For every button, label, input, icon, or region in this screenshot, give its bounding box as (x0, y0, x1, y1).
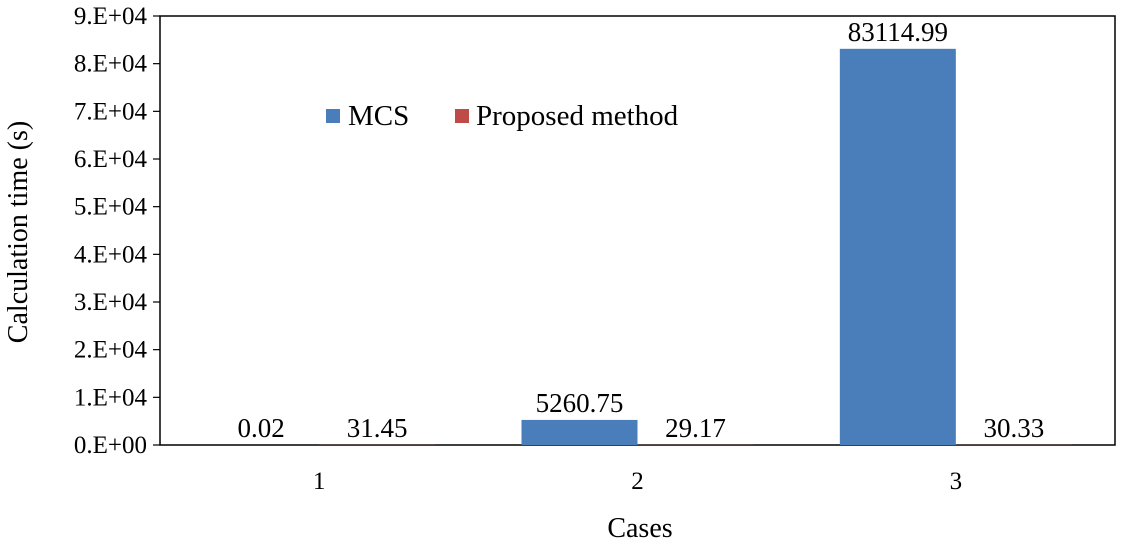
x-tick-label: 2 (631, 468, 644, 495)
y-tick-label: 9.E+04 (74, 3, 148, 30)
x-tick-label: 1 (313, 468, 326, 495)
y-axis: 0.E+00 1.E+04 2.E+04 3.E+04 4.E+04 5.E+04 6.E+… (74, 3, 160, 459)
y-tick-label: 0.E+00 (74, 432, 147, 459)
legend-label-mcs: MCS (348, 100, 409, 132)
y-tick-label: 8.E+04 (74, 51, 148, 78)
data-label-proposed-method-case-1: 31.45 (347, 413, 408, 443)
y-tick-label: 1.E+04 (74, 384, 148, 411)
bar-mcs-case-2 (521, 419, 638, 445)
data-label-proposed-method-case-3: 30.33 (983, 413, 1044, 443)
y-tick-label: 6.E+04 (74, 146, 148, 173)
x-axis-title: Cases (607, 513, 672, 544)
legend-label-proposed-method: Proposed method (476, 100, 679, 132)
x-tick-label: 3 (950, 468, 963, 495)
bar-mcs-case-3 (839, 48, 956, 446)
y-tick-label: 5.E+04 (74, 194, 148, 221)
data-label-mcs-case-1: 0.02 (238, 413, 285, 443)
y-tick-label: 7.E+04 (74, 98, 148, 125)
legend-swatch-proposed-method (455, 109, 469, 123)
x-axis: 1 2 3 (313, 468, 962, 495)
y-tick-label: 2.E+04 (74, 337, 148, 364)
y-axis-title: Calculation time (s) (3, 121, 34, 343)
legend: MCS Proposed method (326, 100, 679, 132)
y-tick-label: 3.E+04 (74, 289, 148, 316)
data-label-mcs-case-2: 5260.75 (536, 388, 624, 418)
data-label-mcs-case-3: 83114.99 (848, 17, 948, 47)
legend-swatch-mcs (326, 109, 340, 123)
plot-area-frame (159, 15, 1116, 446)
data-label-proposed-method-case-2: 29.17 (665, 413, 726, 443)
y-tick-label: 4.E+04 (74, 241, 148, 268)
bars (203, 48, 1072, 446)
data-labels: 0.02 31.45 5260.75 29.17 83114.99 30.33 (238, 17, 1045, 443)
